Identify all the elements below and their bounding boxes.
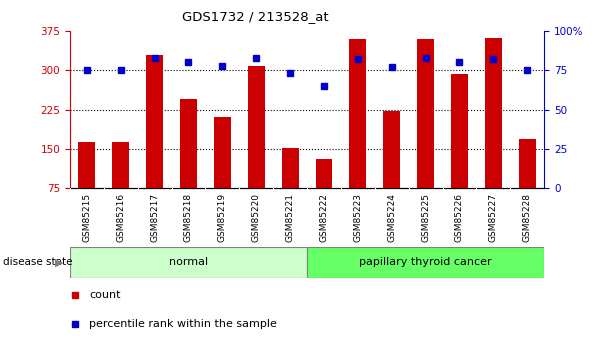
Bar xyxy=(350,39,366,188)
Text: GSM85220: GSM85220 xyxy=(252,193,261,242)
Bar xyxy=(112,142,129,188)
Bar xyxy=(519,139,536,188)
Text: GSM85218: GSM85218 xyxy=(184,193,193,242)
Bar xyxy=(307,247,544,278)
Text: GSM85219: GSM85219 xyxy=(218,193,227,242)
Text: GSM85222: GSM85222 xyxy=(319,193,328,242)
Text: GSM85225: GSM85225 xyxy=(421,193,430,242)
Text: GSM85226: GSM85226 xyxy=(455,193,464,242)
Bar xyxy=(180,99,197,188)
Text: GSM85221: GSM85221 xyxy=(286,193,295,242)
Bar xyxy=(70,247,307,278)
Text: papillary thyroid cancer: papillary thyroid cancer xyxy=(359,257,492,267)
Text: GDS1732 / 213528_at: GDS1732 / 213528_at xyxy=(182,10,329,23)
Text: GSM85227: GSM85227 xyxy=(489,193,498,242)
Text: GSM85215: GSM85215 xyxy=(82,193,91,242)
Bar xyxy=(316,159,333,188)
Bar xyxy=(417,39,434,188)
Text: count: count xyxy=(89,290,120,300)
Text: disease state: disease state xyxy=(3,257,72,267)
Text: ▶: ▶ xyxy=(55,257,64,267)
Text: GSM85228: GSM85228 xyxy=(523,193,532,242)
Bar xyxy=(248,66,264,188)
Bar xyxy=(383,111,400,188)
Bar xyxy=(214,117,231,188)
Bar xyxy=(282,148,299,188)
Text: normal: normal xyxy=(169,257,208,267)
Bar xyxy=(146,55,163,188)
Bar xyxy=(78,142,95,188)
Text: GSM85217: GSM85217 xyxy=(150,193,159,242)
Bar xyxy=(485,38,502,188)
Bar xyxy=(451,74,468,188)
Text: GSM85216: GSM85216 xyxy=(116,193,125,242)
Text: GSM85223: GSM85223 xyxy=(353,193,362,242)
Text: GSM85224: GSM85224 xyxy=(387,193,396,242)
Text: percentile rank within the sample: percentile rank within the sample xyxy=(89,319,277,329)
